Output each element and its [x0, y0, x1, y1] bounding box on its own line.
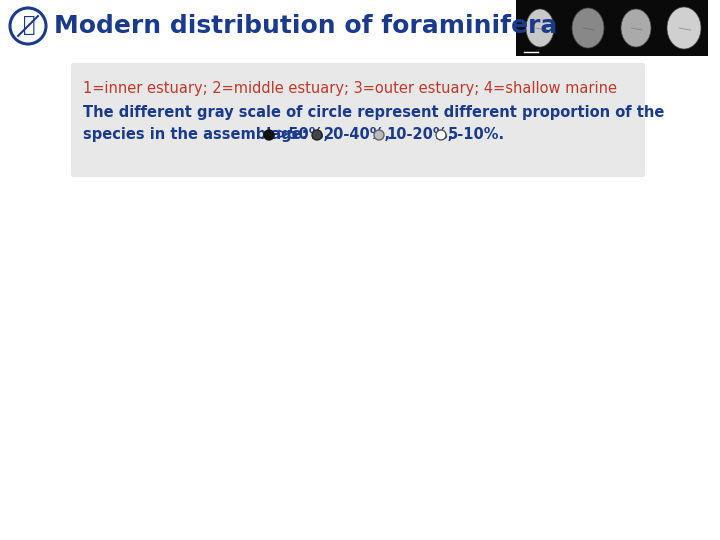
Text: 20-40%,: 20-40%,: [324, 127, 391, 142]
Text: 1=inner estuary; 2=middle estuary; 3=outer estuary; 4=shallow marine: 1=inner estuary; 2=middle estuary; 3=out…: [83, 81, 617, 96]
Ellipse shape: [526, 9, 554, 47]
FancyBboxPatch shape: [71, 63, 645, 177]
Ellipse shape: [572, 8, 604, 48]
Text: species in the assemblage:: species in the assemblage:: [83, 127, 307, 142]
Circle shape: [264, 130, 274, 140]
Circle shape: [374, 130, 384, 140]
Text: Modern distribution of foraminifera: Modern distribution of foraminifera: [54, 14, 557, 38]
Ellipse shape: [667, 7, 701, 49]
Text: 10-20%,: 10-20%,: [386, 127, 454, 142]
Bar: [516, 0, 708, 56]
Circle shape: [436, 130, 446, 140]
Text: The different gray scale of circle represent different proportion of the: The different gray scale of circle repre…: [83, 105, 665, 120]
Text: ℓ: ℓ: [23, 15, 35, 35]
Text: >50%,: >50%,: [276, 127, 329, 142]
Circle shape: [312, 130, 322, 140]
Text: 5-10%.: 5-10%.: [448, 127, 505, 142]
Ellipse shape: [621, 9, 651, 47]
